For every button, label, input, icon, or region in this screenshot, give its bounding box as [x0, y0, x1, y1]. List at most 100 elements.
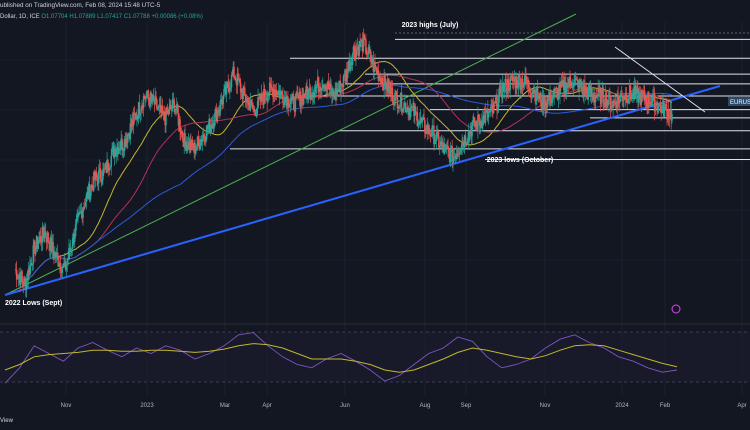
candle-body [316, 85, 318, 87]
candle-body [453, 156, 456, 157]
candle-body [40, 242, 43, 244]
candle-body [604, 104, 606, 107]
candle-body [274, 90, 277, 96]
candle-body [48, 242, 50, 245]
candle-body [28, 269, 30, 276]
candle-body [506, 90, 508, 94]
candle-body [551, 95, 554, 103]
candle-body [524, 75, 526, 84]
candle-body [229, 88, 231, 93]
candle-body [593, 96, 595, 101]
candle-body [27, 269, 30, 281]
candle-body [471, 125, 473, 137]
x-tick-label: Apr [737, 403, 746, 409]
candle-body [59, 263, 61, 266]
candle-body [540, 92, 542, 107]
candle-body [210, 125, 212, 133]
symbol-info-line: Dollar, 1D, ICE O1.07704 H1.07889 L1.074… [0, 12, 750, 22]
candle-body [670, 109, 672, 121]
candle-body [247, 100, 249, 102]
candle-body [290, 98, 292, 103]
candle-body [238, 79, 240, 81]
candle-body [49, 237, 52, 251]
candle-body [567, 83, 570, 87]
x-tick-label: Nov [540, 403, 551, 409]
candle-body [91, 185, 93, 186]
candle-body [626, 101, 628, 104]
candle-body [21, 278, 24, 283]
candle-body [424, 132, 427, 134]
candle-body [557, 87, 560, 100]
candle-body [422, 117, 424, 121]
candle-body [482, 116, 484, 127]
candle-body [264, 98, 267, 100]
candle-body [64, 261, 66, 266]
candle-body [297, 95, 300, 99]
candle-body [156, 99, 158, 109]
candle-body [31, 264, 34, 266]
candle-body [476, 121, 478, 130]
downtrend-line [614, 46, 706, 113]
rsi-panel [0, 323, 750, 384]
candle-body [307, 88, 310, 100]
candle-body [221, 101, 224, 105]
candle-body [119, 148, 122, 151]
candle-body [269, 82, 272, 86]
candle-body [507, 79, 509, 91]
candle-body [353, 46, 356, 54]
candle-body [654, 104, 657, 112]
candle-body [632, 89, 634, 94]
candle-body [526, 82, 528, 84]
candle-body [219, 110, 221, 111]
candle-body [318, 86, 321, 93]
candle-body [253, 109, 255, 110]
candle-body [43, 235, 45, 239]
candle-body [172, 99, 175, 101]
candle-body [228, 88, 230, 93]
candle-body [589, 88, 592, 96]
candle-body [581, 87, 584, 90]
candle-body [522, 84, 525, 88]
candle-body [463, 135, 466, 148]
candle-body [350, 62, 352, 63]
candle-body [467, 141, 469, 142]
candle-body [253, 109, 256, 112]
candle-body [281, 91, 283, 95]
candle-body [132, 112, 135, 126]
candle-body [550, 90, 552, 104]
candle-body [20, 271, 23, 279]
candle-body [457, 153, 459, 155]
candle-body [499, 85, 502, 88]
candle-body [416, 112, 419, 127]
candle-body [426, 125, 429, 134]
candle-body [429, 133, 431, 135]
candle-body [637, 87, 639, 103]
candle-body [346, 69, 348, 79]
candle-body [258, 97, 260, 99]
candle-body [292, 96, 295, 110]
candle-body [365, 53, 368, 55]
candle-body [653, 93, 655, 95]
candle-body [575, 78, 578, 80]
candle-body [322, 84, 324, 89]
candle-body [277, 91, 279, 96]
candle-body [324, 85, 326, 91]
candle-body [206, 125, 209, 130]
candle-body [57, 255, 59, 267]
candle-body [490, 105, 492, 109]
candle-body [103, 168, 106, 170]
candle-body [553, 89, 555, 97]
candle-body [138, 102, 141, 115]
candle-body [563, 80, 565, 93]
candle-body [76, 215, 78, 221]
candle-body [387, 79, 390, 94]
candle-body [434, 139, 436, 145]
candle-body [222, 95, 224, 105]
candle-body [129, 123, 132, 139]
candle-body [603, 102, 605, 105]
candle-body [234, 77, 236, 79]
candle-body [665, 104, 667, 109]
candle-body [319, 86, 322, 91]
candle-body [122, 148, 125, 152]
